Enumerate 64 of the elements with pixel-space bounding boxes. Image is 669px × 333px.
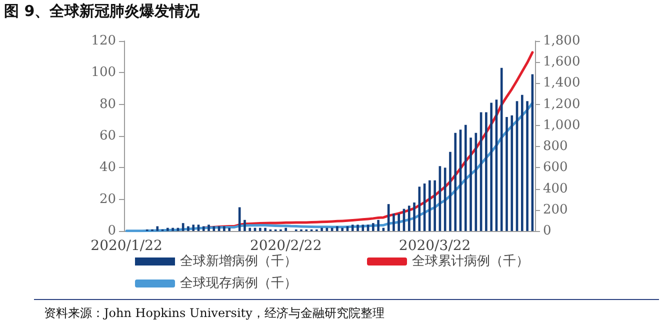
bar	[449, 152, 452, 231]
bar	[500, 68, 503, 231]
x-tick-label: 2020/2/22	[250, 238, 322, 254]
bar	[156, 226, 159, 231]
bar	[336, 226, 338, 231]
y2-tick-label: 600	[543, 160, 568, 176]
bar	[526, 101, 528, 231]
y2-tick-label: 1,400	[543, 76, 580, 91]
bar	[490, 102, 492, 231]
bar	[408, 206, 410, 231]
bar	[398, 214, 400, 231]
bar	[392, 214, 395, 231]
y2-tick-label: 400	[543, 181, 568, 196]
bar	[506, 117, 508, 231]
y-tick-label: 0	[108, 224, 116, 238]
bar	[510, 115, 514, 231]
bar	[187, 226, 190, 231]
y-tick-label: 60	[99, 128, 116, 144]
legend-label: 全球新增病例（千）	[180, 254, 297, 269]
legend-label: 全球现存病例（千）	[180, 276, 297, 291]
bar	[372, 223, 374, 231]
legend-label: 全球累计病例（千）	[412, 254, 529, 269]
chart-title: 图 9、全球新冠肺炎爆发情况	[4, 2, 200, 21]
bar	[166, 228, 169, 231]
y2-tick-label: 0	[543, 224, 552, 238]
bar	[202, 226, 205, 231]
bar	[464, 124, 467, 231]
bar	[284, 228, 287, 231]
bar	[362, 224, 364, 231]
bar	[223, 226, 226, 231]
bar	[244, 220, 246, 231]
text: 资料来源：John Hopkins University，经济与金融研究院整理	[44, 305, 384, 322]
y-tick-label: 40	[99, 160, 116, 176]
x-tick-label: 2020/1/22	[90, 238, 162, 254]
x-tick-label: 2020/3/22	[398, 238, 471, 254]
bar	[192, 224, 195, 231]
bar	[521, 94, 524, 231]
bar	[341, 228, 344, 231]
y2-tick-label: 200	[543, 202, 568, 218]
bar	[428, 180, 431, 231]
bar	[377, 220, 380, 231]
bar	[228, 228, 230, 231]
bar	[258, 228, 262, 231]
y2-tick-label: 1,000	[543, 118, 580, 133]
y2-tick-label: 1,800	[543, 34, 580, 48]
bar	[454, 132, 457, 231]
bar	[351, 224, 354, 231]
y2-tick-label: 1,600	[543, 54, 580, 70]
bar	[320, 228, 323, 231]
bar	[248, 228, 252, 231]
bar	[434, 180, 436, 231]
y-tick-label: 80	[99, 96, 116, 112]
bar	[485, 112, 488, 231]
y2-tick-label: 1,200	[543, 96, 580, 112]
bar	[356, 224, 359, 231]
y-tick-label: 120	[91, 34, 116, 48]
y-tick-label: 20	[99, 192, 116, 207]
bar	[172, 228, 174, 231]
bar	[470, 138, 472, 231]
bar	[264, 228, 266, 231]
y-tick-label: 100	[91, 65, 116, 80]
y2-tick-label: 800	[543, 139, 568, 154]
bar	[208, 224, 210, 231]
bar	[413, 202, 416, 231]
